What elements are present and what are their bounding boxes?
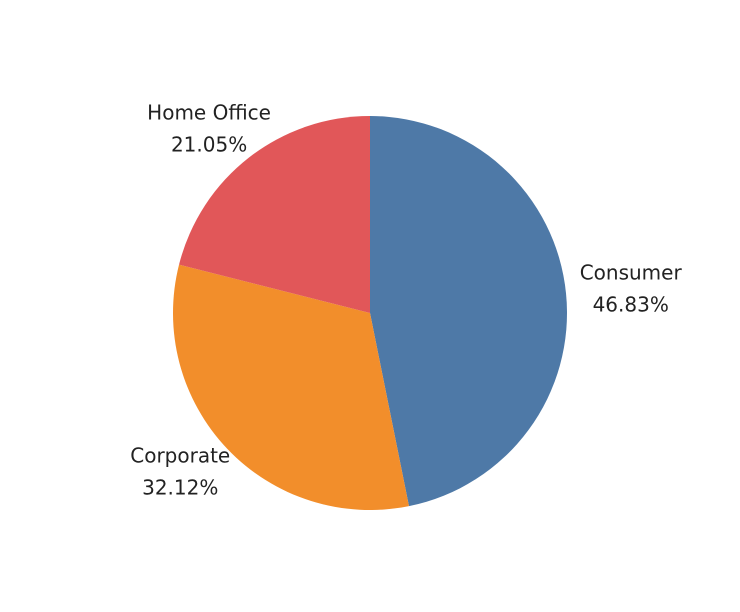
slice-value-label: 21.05%: [171, 132, 247, 156]
pie-slice: [179, 116, 370, 313]
slice-label: Home Office: [147, 100, 271, 124]
pie-slice: [172, 264, 409, 510]
slice-value-label: 46.83%: [593, 292, 669, 316]
pie-slice: [370, 116, 568, 507]
slice-value-label: 32.12%: [142, 475, 218, 499]
slice-label: Consumer: [580, 260, 683, 284]
slice-label: Corporate: [130, 443, 230, 467]
